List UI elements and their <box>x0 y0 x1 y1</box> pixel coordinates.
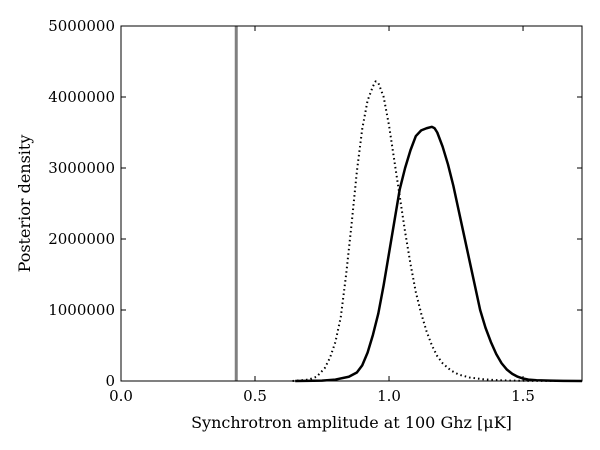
y-tick-label: 2000000 <box>48 230 115 248</box>
y-tick-label: 0 <box>105 372 115 390</box>
y-axis-title: Posterior density <box>15 135 34 273</box>
plot-frame <box>120 25 583 382</box>
x-tick-label: 1.0 <box>377 387 401 405</box>
x-tick-label: 0.0 <box>109 387 133 405</box>
y-tick-label: 5000000 <box>48 17 115 35</box>
y-tick-label: 3000000 <box>48 159 115 177</box>
series-line-dotted <box>292 80 583 382</box>
x-axis-title: Synchrotron amplitude at 100 Ghz [μK] <box>191 413 512 432</box>
y-tick-label: 4000000 <box>48 88 115 106</box>
x-tick-label: 0.5 <box>243 387 267 405</box>
x-tick-label: 1.5 <box>511 387 535 405</box>
series-line-solid <box>295 125 583 383</box>
series-layer <box>292 80 583 383</box>
tick-layer: 0.0 0.5 1.0 1.5 0 1000000 2000000 3000000 400000… <box>48 17 582 405</box>
y-tick-label: 1000000 <box>48 301 115 319</box>
